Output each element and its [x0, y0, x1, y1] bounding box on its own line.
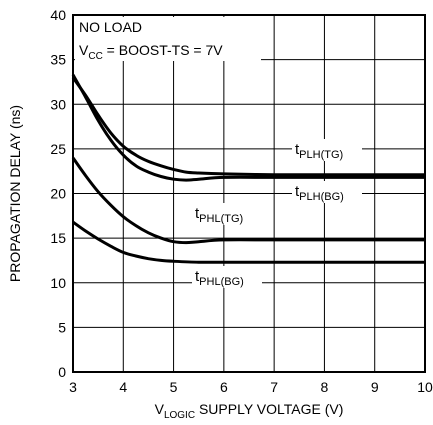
- annotation-vcc-main: V: [79, 42, 89, 58]
- series-label-background: [192, 266, 262, 288]
- annotation-vcc-sub: CC: [88, 51, 102, 62]
- y-tick-label: 5: [58, 319, 66, 335]
- annotation-vcc-rest: = BOOST-TS = 7V: [103, 42, 223, 58]
- x-tick-label: 8: [321, 379, 329, 395]
- series-line-tplhbg: [71, 74, 425, 182]
- series-label-background: [292, 181, 362, 203]
- x-tick-label: 4: [119, 379, 127, 395]
- series-line-tplhtg: [71, 76, 425, 177]
- x-tick-label: 7: [270, 379, 278, 395]
- y-tick-label: 30: [50, 96, 66, 112]
- x-tick-label: 5: [170, 379, 178, 395]
- x-axis-title-rest: SUPPLY VOLTAGE (V): [195, 401, 343, 417]
- annotation-no-load: NO LOAD: [79, 19, 142, 35]
- series-labels: tPLH(TG) tPLH(BG) tPHL(TG) tPHL(BG): [192, 139, 362, 288]
- y-tick-label: 20: [50, 186, 66, 202]
- x-tick-label: 10: [417, 379, 433, 395]
- series-label: tPLH(BG): [295, 183, 344, 203]
- plot-frame: [72, 14, 426, 373]
- series-label-background: [292, 139, 362, 161]
- x-axis-title-main: V: [155, 401, 165, 417]
- y-tick-label: 35: [50, 52, 66, 68]
- series-label-background: [192, 203, 262, 225]
- y-tick-label: 25: [50, 141, 66, 157]
- x-tick-label: 6: [220, 379, 228, 395]
- x-axis-title: VLOGIC SUPPLY VOLTAGE (V): [155, 401, 344, 421]
- series-label: tPHL(TG): [195, 205, 243, 225]
- series-group: [71, 74, 425, 264]
- series-line-tphlbg: [72, 220, 425, 264]
- tick-labels: 3 4 5 6 7 8 9 10 0 5 10 15 20 25 30 35 40: [50, 7, 433, 395]
- y-axis-title: PROPAGATION DELAY (ns): [7, 105, 23, 282]
- x-tick-label: 9: [371, 379, 379, 395]
- x-tick-label: 3: [69, 379, 77, 395]
- series-line-tphltg: [71, 156, 425, 245]
- x-axis-title-sub: LOGIC: [164, 410, 195, 421]
- annotation-vcc: VCC = BOOST-TS = 7V: [79, 42, 223, 62]
- y-tick-label: 40: [50, 7, 66, 23]
- annotation-background: [75, 17, 261, 61]
- y-tick-label: 10: [50, 275, 66, 291]
- series-label: tPLH(TG): [295, 141, 343, 161]
- y-tick-label: 0: [58, 364, 66, 380]
- y-tick-label: 15: [50, 230, 66, 246]
- grid: [73, 15, 425, 372]
- series-label: tPHL(BG): [195, 268, 244, 288]
